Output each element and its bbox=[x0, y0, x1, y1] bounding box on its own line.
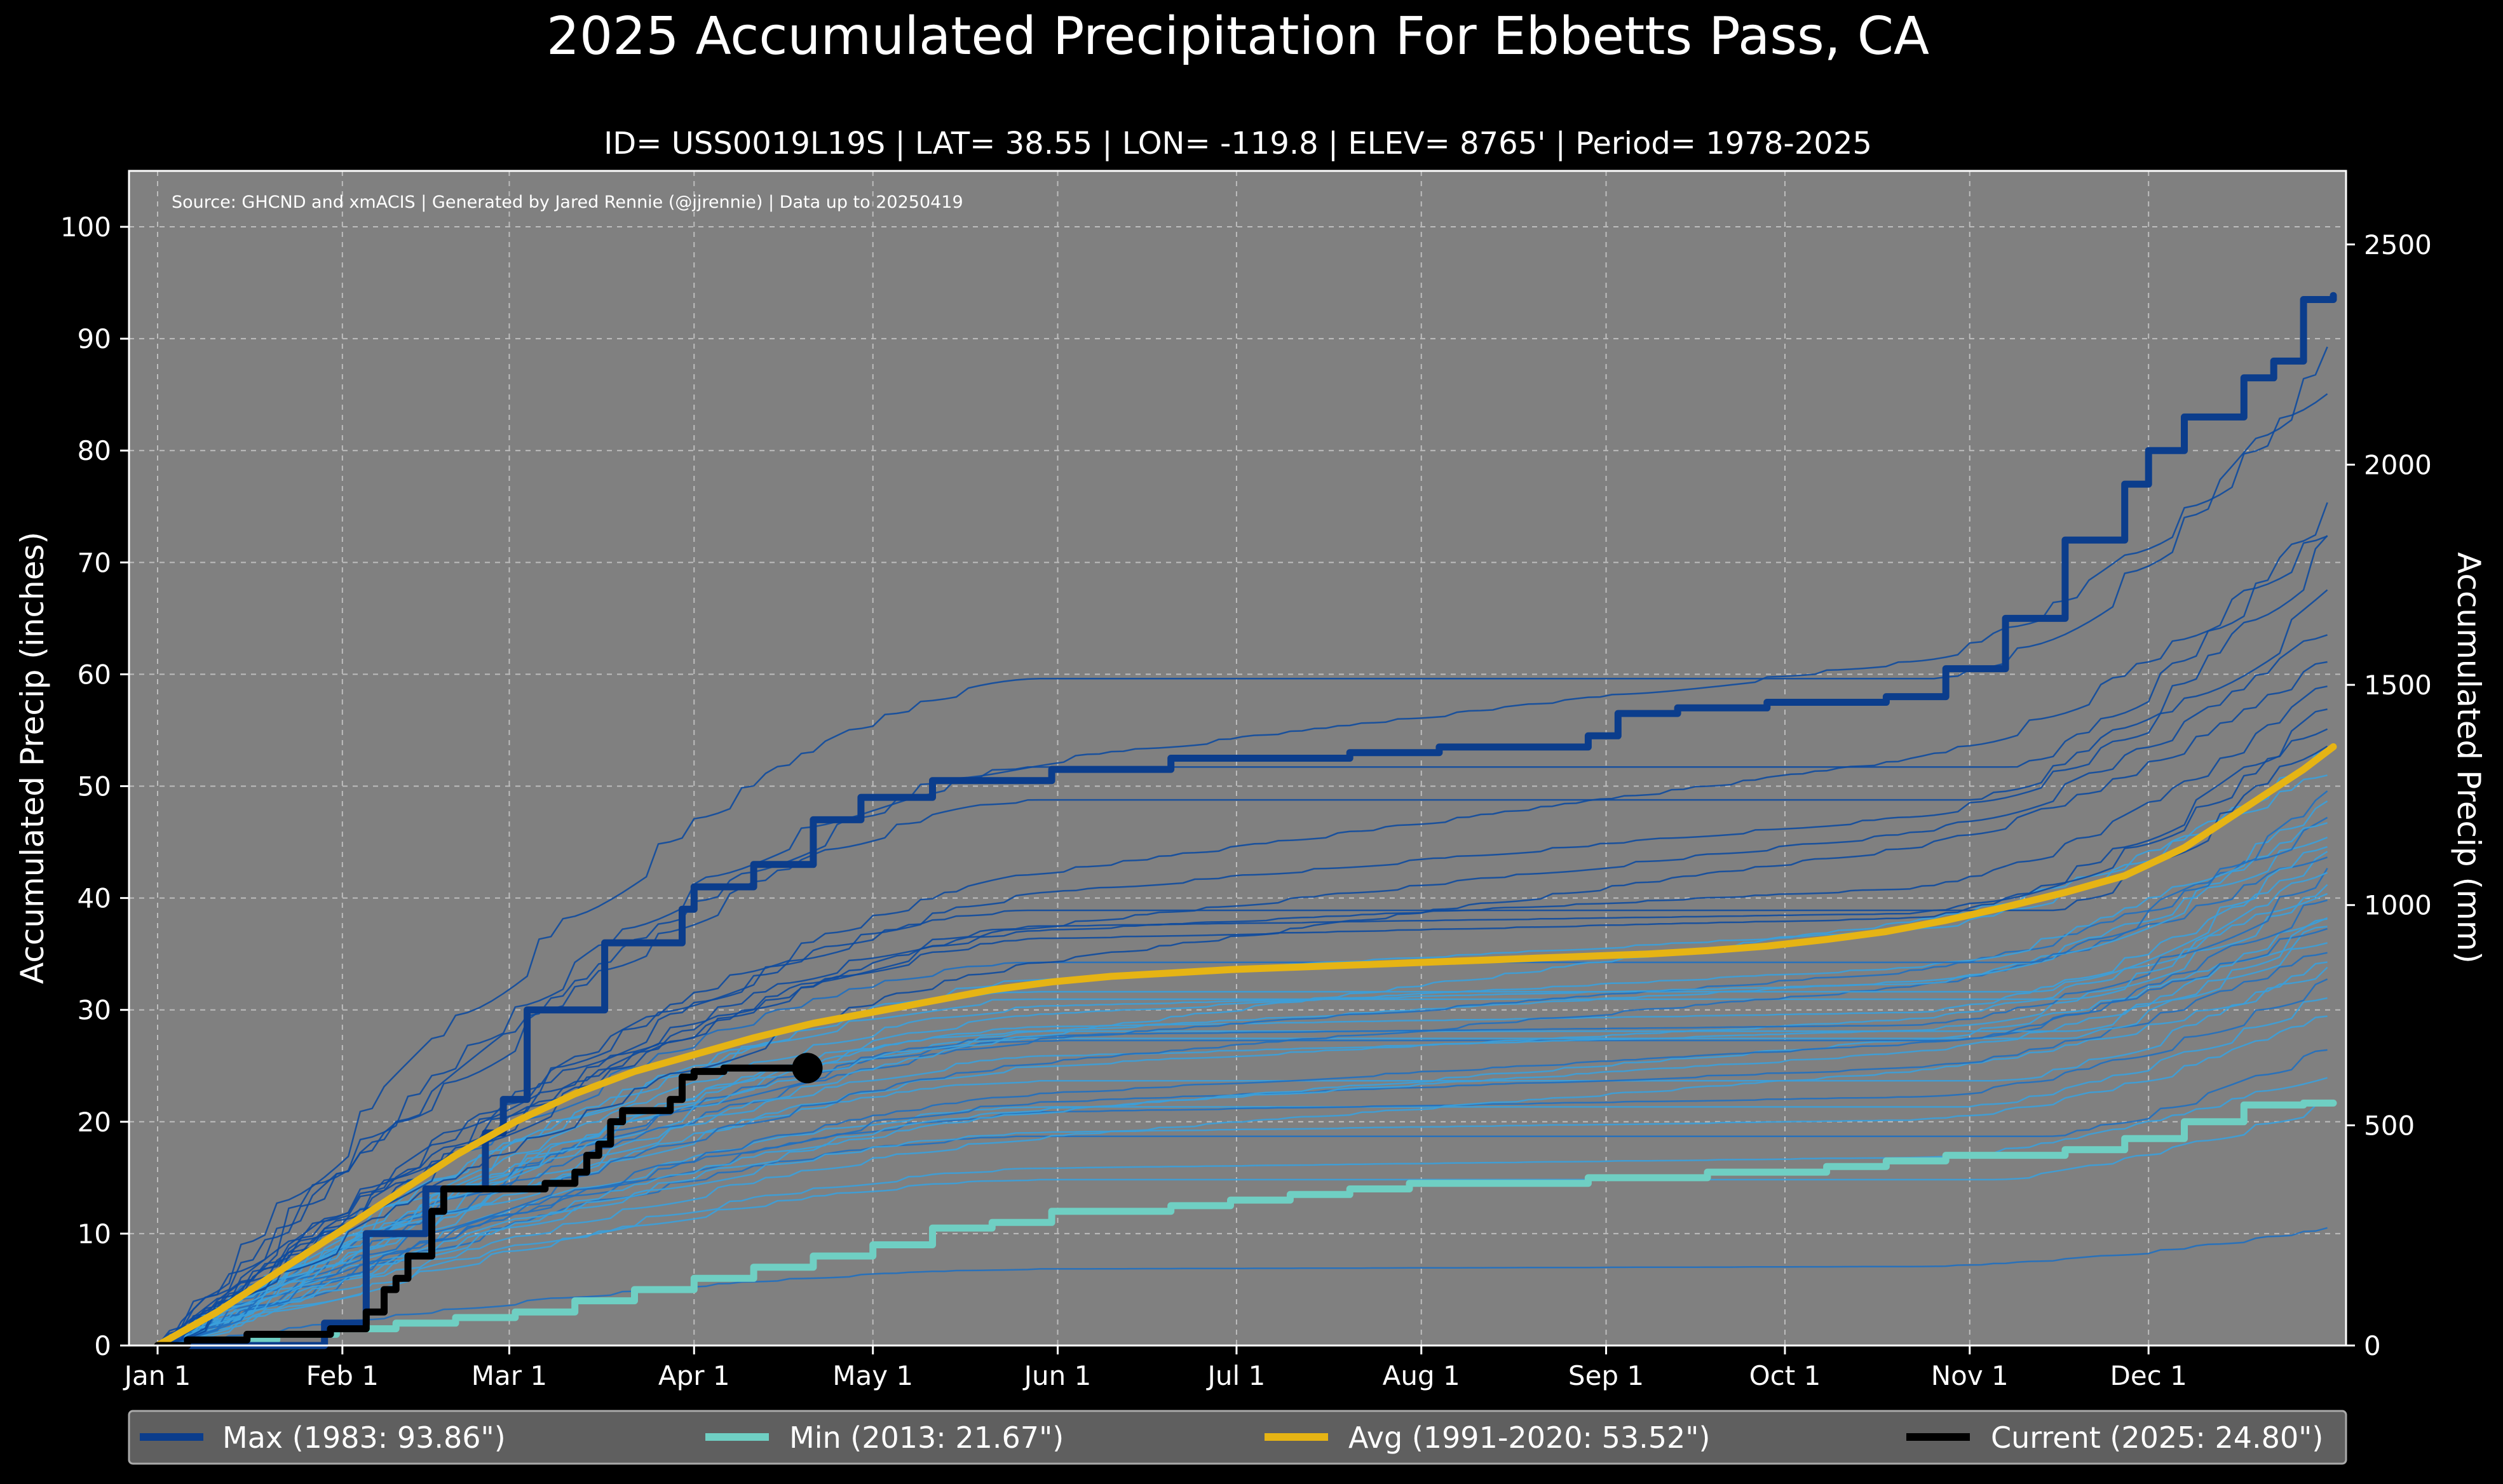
past-year-line bbox=[157, 1100, 2328, 1347]
x-tick-label: Aug 1 bbox=[1383, 1360, 1460, 1391]
past-year-line bbox=[157, 856, 2328, 1347]
past-year-line bbox=[157, 1015, 2328, 1347]
series-line-current bbox=[154, 1064, 811, 1349]
past-year-line bbox=[157, 846, 2328, 1347]
y-tick-label: 80 bbox=[78, 435, 111, 466]
main-series-lines bbox=[154, 292, 2337, 1349]
past-year-line bbox=[157, 502, 2328, 1347]
y2-tick-label: 1500 bbox=[2364, 670, 2432, 701]
source-note: Source: GHCND and xmACIS | Generated by … bbox=[172, 192, 963, 212]
x-tick-label: Jan 1 bbox=[123, 1360, 191, 1391]
y-tick-label: 50 bbox=[78, 771, 111, 802]
legend-label-min: Min (2013: 21.67") bbox=[789, 1420, 1064, 1455]
past-year-line bbox=[157, 393, 2328, 1347]
past-years-lines bbox=[157, 346, 2328, 1347]
y-axis-left: 0 10 20 30 40 50 60 70 80 90 100 bbox=[60, 212, 129, 1361]
past-year-line bbox=[157, 893, 2328, 1347]
y2-tick-label: 2500 bbox=[2364, 229, 2432, 260]
x-tick-label: Sep 1 bbox=[1568, 1360, 1644, 1391]
legend: Max (1983: 93.86") Min (2013: 21.67") Av… bbox=[128, 1410, 2347, 1465]
y-tick-label: 10 bbox=[78, 1218, 111, 1250]
y-axis-label-left: Accumulated Precip (inches) bbox=[14, 532, 51, 984]
past-year-line bbox=[157, 745, 2328, 1347]
legend-box bbox=[128, 1410, 2347, 1465]
past-year-line bbox=[157, 535, 2328, 1346]
chart-subtitle: ID= USS0019L19S | LAT= 38.55 | LON= -119… bbox=[604, 126, 1872, 161]
past-year-line bbox=[157, 917, 2328, 1347]
x-tick-label: Mar 1 bbox=[471, 1360, 547, 1391]
y-axis-label-right: Accumulated Precip (mm) bbox=[2450, 552, 2487, 964]
past-year-line bbox=[157, 961, 2328, 1347]
chart-title: 2025 Accumulated Precipitation For Ebbet… bbox=[546, 6, 1929, 67]
y-axis-right: 0 500 1000 1500 2000 2500 bbox=[2346, 229, 2432, 1361]
x-tick-label: Oct 1 bbox=[1749, 1360, 1821, 1391]
y-tick-label: 20 bbox=[78, 1107, 111, 1138]
past-year-line bbox=[157, 1049, 2328, 1347]
legend-label-avg: Avg (1991-2020: 53.52") bbox=[1348, 1420, 1710, 1455]
current-endpoint-marker bbox=[792, 1053, 823, 1084]
y-tick-label: 100 bbox=[60, 212, 111, 243]
past-year-line bbox=[157, 708, 2328, 1347]
past-year-line bbox=[157, 822, 2328, 1347]
x-tick-label: Jun 1 bbox=[1022, 1360, 1092, 1391]
past-year-line bbox=[157, 926, 2328, 1347]
x-tick-label: Apr 1 bbox=[658, 1360, 730, 1391]
past-year-line bbox=[157, 1227, 2328, 1347]
y2-tick-label: 2000 bbox=[2364, 449, 2432, 480]
y2-tick-label: 1000 bbox=[2364, 890, 2432, 921]
past-year-line bbox=[157, 966, 2328, 1347]
y-tick-label: 30 bbox=[78, 995, 111, 1026]
y-tick-label: 90 bbox=[78, 323, 111, 354]
past-year-line bbox=[157, 868, 2328, 1347]
x-tick-label: Jul 1 bbox=[1206, 1360, 1266, 1391]
x-tick-label: Dec 1 bbox=[2110, 1360, 2187, 1391]
x-tick-label: Feb 1 bbox=[306, 1360, 379, 1391]
legend-label-current: Current (2025: 24.80") bbox=[1991, 1420, 2323, 1455]
x-tick-label: Nov 1 bbox=[1931, 1360, 2009, 1391]
series-line-avg bbox=[154, 743, 2337, 1349]
past-year-line bbox=[157, 952, 2328, 1347]
past-year-line bbox=[157, 800, 2328, 1347]
series-line-max bbox=[154, 292, 2337, 1349]
past-year-line bbox=[157, 634, 2328, 1347]
y-tick-label: 70 bbox=[78, 547, 111, 578]
past-year-line bbox=[157, 661, 2328, 1347]
y-tick-label: 40 bbox=[78, 883, 111, 914]
legend-label-max: Max (1983: 93.86") bbox=[222, 1420, 506, 1455]
y2-tick-label: 500 bbox=[2364, 1110, 2415, 1141]
past-year-line bbox=[157, 685, 2328, 1347]
plot-frame bbox=[128, 170, 2347, 1347]
y-tick-label: 0 bbox=[94, 1330, 111, 1361]
series-line-min bbox=[154, 1099, 2337, 1349]
x-axis: Jan 1 Feb 1 Mar 1 Apr 1 May 1 Jun 1 Jul 1 Aug 1… bbox=[123, 1346, 2187, 1391]
past-year-line bbox=[157, 535, 2328, 1346]
y2-tick-label: 0 bbox=[2364, 1330, 2381, 1361]
x-tick-label: May 1 bbox=[832, 1360, 913, 1391]
gridlines bbox=[129, 171, 2346, 1346]
y-tick-label: 60 bbox=[78, 659, 111, 690]
past-year-line bbox=[157, 837, 2328, 1347]
past-year-line bbox=[157, 941, 2328, 1347]
